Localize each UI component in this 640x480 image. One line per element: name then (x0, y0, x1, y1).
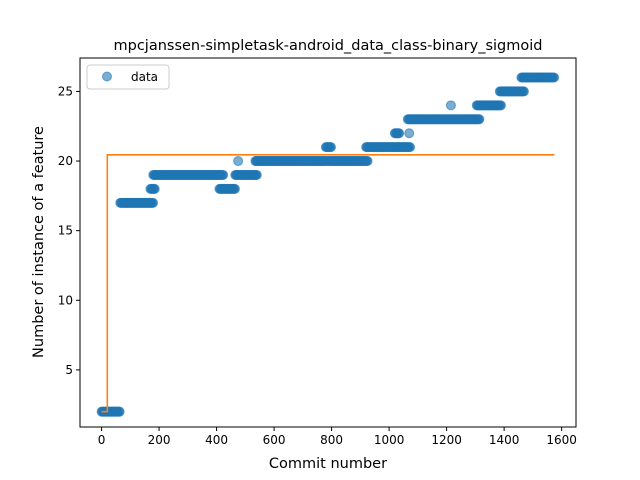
data-point (549, 72, 560, 83)
legend: data (86, 64, 170, 90)
data-point (518, 86, 529, 97)
x-tick-label: 0 (98, 433, 106, 447)
data-layer (96, 72, 560, 417)
y-tick-label: 25 (58, 84, 73, 98)
x-axis: 0 200 400 600 800 1000 1200 1400 1600 (98, 427, 577, 447)
data-point (229, 183, 240, 194)
legend-label-data: data (131, 70, 158, 84)
x-tick-label: 1000 (374, 433, 405, 447)
x-tick-label: 800 (320, 433, 343, 447)
data-point (394, 128, 405, 139)
data-point (218, 169, 229, 180)
data-point (114, 406, 125, 417)
y-tick-label: 10 (58, 293, 73, 307)
y-tick-label: 15 (58, 224, 73, 238)
legend-box (86, 64, 170, 90)
x-tick-label: 1600 (546, 433, 577, 447)
x-tick-label: 200 (148, 433, 171, 447)
data-point (326, 142, 337, 153)
fit-line (101, 153, 555, 413)
data-point (474, 114, 485, 125)
data-point (149, 183, 160, 194)
plot-area (79, 57, 577, 428)
data-point (495, 100, 506, 111)
y-axis: 5 10 15 20 25 (58, 84, 80, 377)
plot-frame (79, 57, 577, 428)
data-point (251, 169, 262, 180)
plot-background (80, 58, 576, 427)
x-axis-label: Commit number (269, 456, 387, 472)
data-point (404, 128, 415, 139)
x-tick-label: 400 (205, 433, 228, 447)
x-tick-label: 600 (263, 433, 286, 447)
chart-title: mpcjanssen-simpletask-android_data_class… (113, 38, 542, 54)
data-point (233, 156, 244, 167)
data-point (148, 197, 159, 208)
x-tick-label: 1400 (489, 433, 520, 447)
y-tick-label: 20 (58, 154, 73, 168)
data-point (445, 100, 456, 111)
legend-marker-data (102, 71, 112, 82)
fit-line-layer (101, 153, 555, 413)
y-tick-label: 5 (65, 363, 73, 377)
data-point (362, 156, 373, 167)
y-axis-label: Number of instance of a feature (31, 126, 47, 358)
x-tick-label: 1200 (431, 433, 462, 447)
data-point (405, 142, 416, 153)
